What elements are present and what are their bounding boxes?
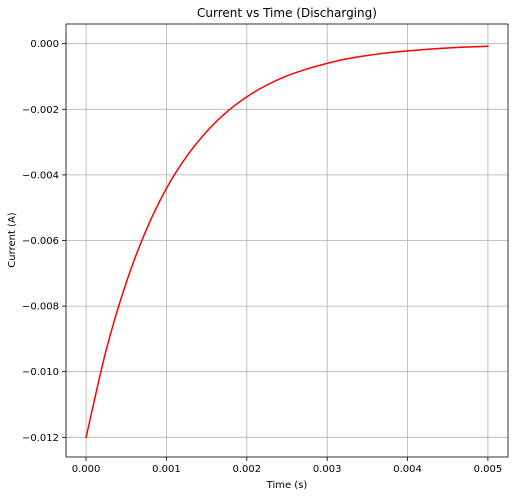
y-tick-label: −0.008 — [22, 302, 59, 313]
x-axis-label: Time (s) — [266, 480, 308, 491]
y-tick-label: −0.006 — [22, 236, 59, 247]
y-axis: −0.012 −0.010 −0.008 −0.006 −0.004 −0.002 0.00… — [22, 39, 66, 444]
y-tick-label: −0.002 — [22, 105, 59, 116]
y-tick-label: 0.000 — [30, 39, 59, 50]
x-tick-label: 0.003 — [313, 464, 342, 475]
x-tick-label: 0.000 — [72, 464, 101, 475]
chart-title: Current vs Time (Discharging) — [197, 6, 377, 20]
x-tick-label: 0.004 — [393, 464, 422, 475]
y-tick-label: −0.010 — [22, 367, 59, 378]
x-tick-label: 0.002 — [232, 464, 261, 475]
y-tick-label: −0.004 — [22, 170, 59, 181]
x-tick-label: 0.005 — [474, 464, 503, 475]
y-gridlines — [66, 43, 508, 438]
series-layer — [85, 45, 489, 439]
y-tick-label: −0.012 — [22, 433, 59, 444]
y-axis-label: Current (A) — [7, 212, 18, 267]
x-axis: 0.000 0.001 0.002 0.003 0.004 0.005 — [72, 457, 502, 475]
x-tick-label: 0.001 — [152, 464, 181, 475]
series-line-0 — [85, 45, 489, 439]
